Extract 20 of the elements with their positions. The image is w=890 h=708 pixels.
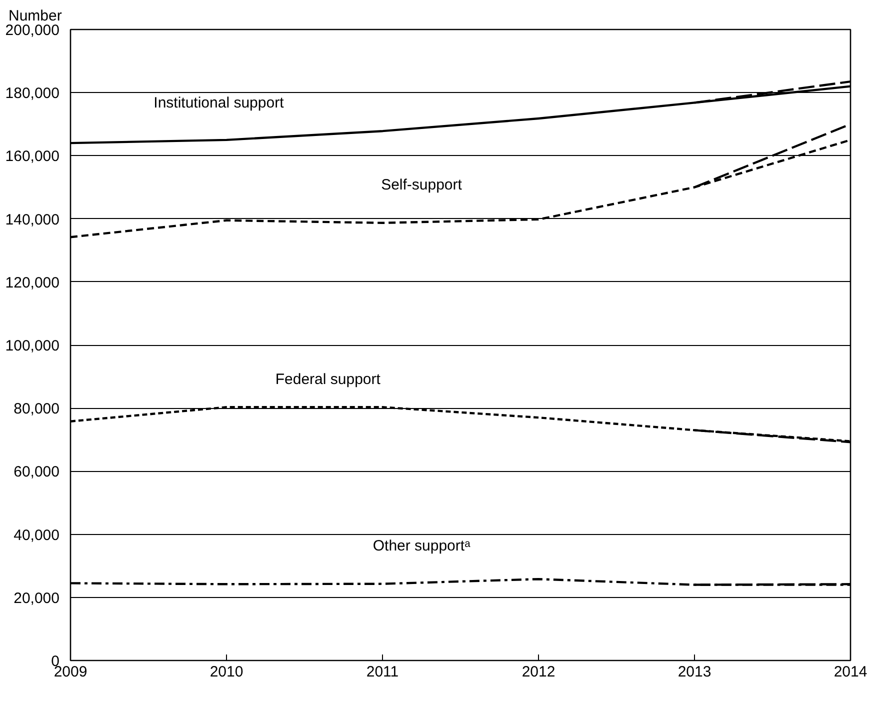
series-label: Self-support (381, 176, 463, 194)
y-tick-label: 100,000 (5, 338, 60, 354)
x-tick-label: 2011 (366, 664, 399, 680)
y-tick-label: 40,000 (14, 526, 60, 544)
y-tick-label: 160,000 (5, 148, 60, 166)
y-axis-title: Number (8, 8, 62, 24)
y-tick-label: 60,000 (14, 464, 60, 481)
series-label: Institutional support (154, 94, 285, 112)
series-label: Federal support (275, 371, 382, 388)
y-tick-label: 200,000 (5, 22, 60, 39)
x-tick-label: 2010 (210, 664, 244, 680)
y-tick-label: 20,000 (14, 590, 60, 607)
y-tick-label: 140,000 (5, 211, 60, 228)
y-tick-label: 180,000 (5, 85, 60, 102)
series-label: Other supportᵃ (372, 537, 471, 554)
y-tick-label: 80,000 (14, 400, 60, 418)
x-tick-label: 2012 (522, 664, 556, 680)
x-tick-label: 2014 (834, 664, 868, 680)
y-tick-label: 120,000 (5, 274, 60, 292)
x-tick-label: 2013 (678, 664, 712, 680)
